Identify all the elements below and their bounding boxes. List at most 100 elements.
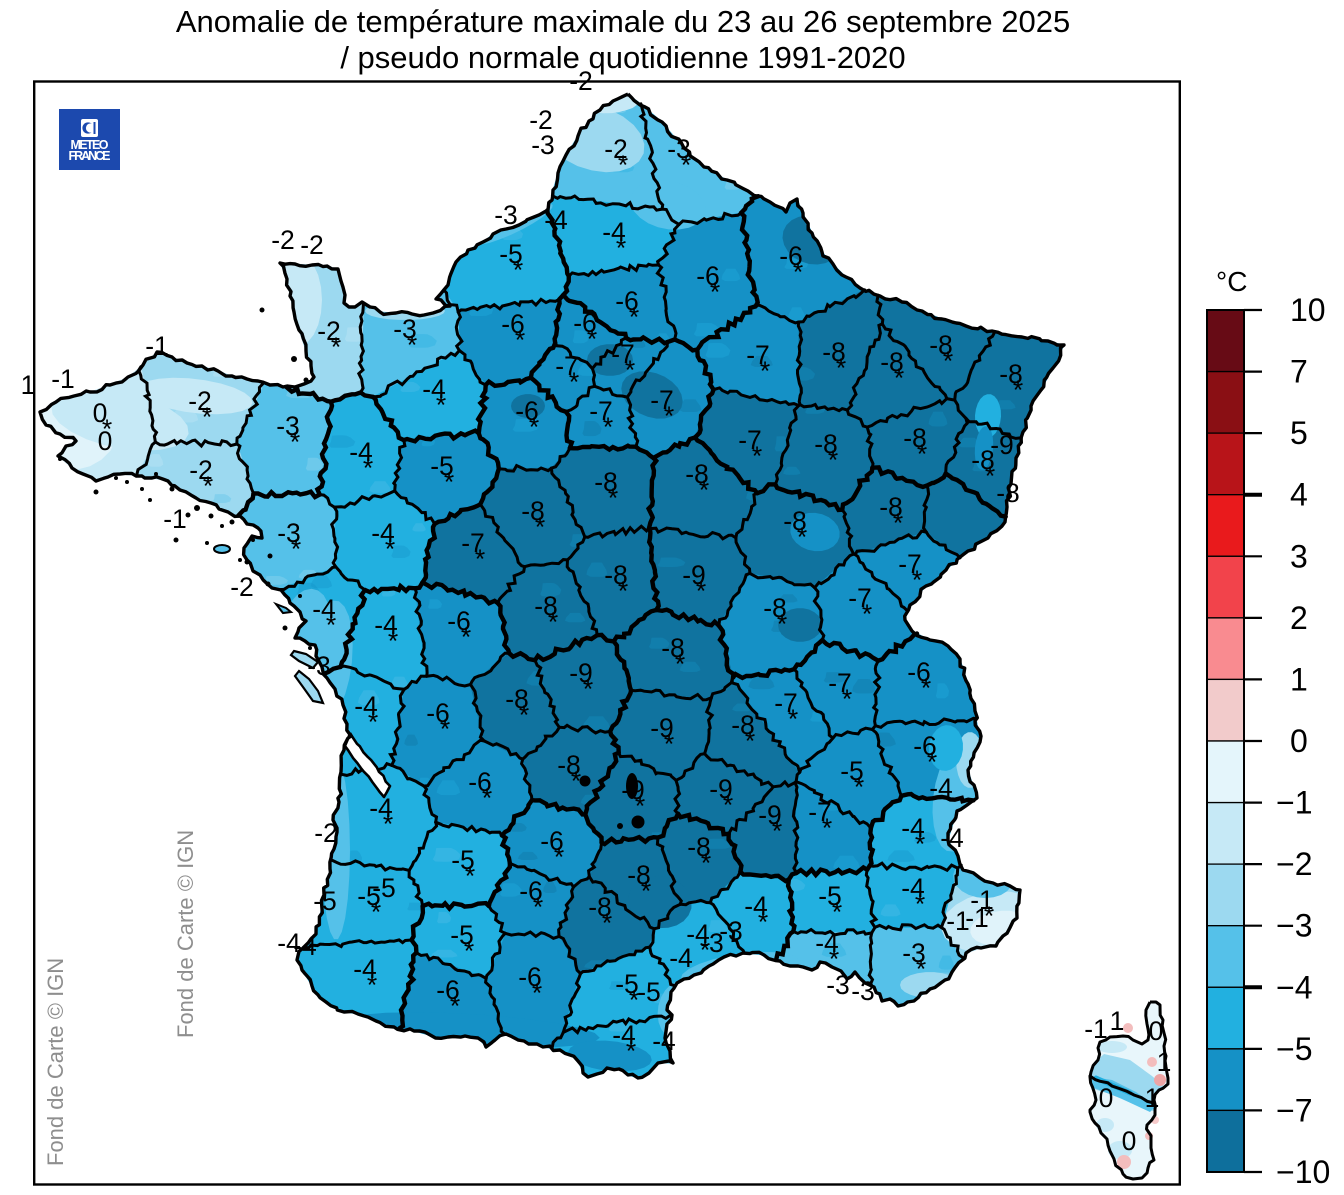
svg-text:*: *: [326, 610, 336, 640]
svg-text:-2: -2: [189, 455, 213, 485]
svg-text:-3: -3: [277, 518, 301, 548]
svg-text:-8: -8: [822, 337, 846, 367]
svg-text:-4: -4: [929, 773, 953, 803]
svg-text:0: 0: [1290, 723, 1308, 759]
svg-text:-8: -8: [903, 423, 927, 453]
svg-text:*: *: [912, 565, 922, 595]
svg-text:*: *: [793, 257, 803, 287]
svg-text:-7: -7: [808, 797, 832, 827]
svg-text:-2: -2: [604, 134, 628, 164]
svg-text:-5: -5: [840, 756, 864, 786]
svg-text:*: *: [836, 353, 846, 383]
svg-text:*: *: [461, 622, 471, 652]
svg-text:-5: -5: [615, 969, 639, 999]
svg-text:-4: -4: [349, 437, 373, 467]
svg-text:*: *: [569, 367, 579, 397]
svg-text:-8: -8: [996, 478, 1020, 508]
svg-text:-7: -7: [848, 583, 872, 613]
svg-text:-1: -1: [145, 331, 169, 361]
svg-text:*: *: [664, 401, 674, 431]
svg-text:4: 4: [1290, 477, 1308, 513]
svg-text:2: 2: [1290, 600, 1308, 636]
svg-text:−7: −7: [1276, 1092, 1312, 1128]
svg-text:*: *: [388, 626, 398, 656]
svg-text:*: *: [626, 1036, 636, 1066]
svg-text:-6: -6: [436, 975, 460, 1005]
svg-text:−10: −10: [1276, 1154, 1330, 1190]
svg-text:-8: -8: [971, 445, 995, 475]
svg-text:*: *: [777, 609, 787, 639]
svg-text:-5: -5: [499, 239, 523, 269]
svg-text:-7: -7: [738, 425, 762, 455]
svg-text:-4: -4: [369, 793, 393, 823]
svg-text:*: *: [519, 700, 529, 730]
svg-text:10: 10: [1290, 292, 1326, 328]
svg-text:-9: -9: [650, 713, 674, 743]
svg-text:5: 5: [1290, 415, 1308, 451]
svg-text:*: *: [915, 889, 925, 919]
svg-text:-6: -6: [779, 241, 803, 271]
svg-text:Fond de Carte © IGN: Fond de Carte © IGN: [173, 830, 198, 1038]
svg-text:*: *: [842, 684, 852, 714]
svg-text:*: *: [444, 467, 454, 497]
svg-text:1: 1: [1145, 1083, 1160, 1113]
svg-text:-7: -7: [555, 351, 579, 381]
svg-text:*: *: [533, 892, 543, 922]
svg-text:-9: -9: [709, 774, 733, 804]
svg-text:*: *: [367, 970, 377, 1000]
svg-text:*: *: [515, 325, 525, 355]
svg-text:-2: -2: [230, 572, 254, 602]
svg-text:-2: -2: [317, 316, 341, 346]
svg-text:-3: -3: [826, 970, 850, 1000]
svg-text:-4: -4: [312, 594, 336, 624]
svg-text:*: *: [641, 876, 651, 906]
svg-text:*: *: [603, 412, 613, 442]
svg-text:*: *: [587, 324, 597, 354]
svg-text:*: *: [616, 233, 626, 263]
svg-text:-3: -3: [531, 130, 555, 160]
svg-text:-2: -2: [529, 105, 553, 135]
svg-text:METEO: METEO: [71, 138, 109, 152]
svg-text:-3: -3: [719, 916, 743, 946]
svg-text:0: 0: [98, 426, 113, 456]
svg-text:-2: -2: [314, 818, 338, 848]
svg-text:*: *: [548, 607, 558, 637]
svg-text:*: *: [723, 790, 733, 820]
svg-text:*: *: [921, 673, 931, 703]
svg-text:-7: -7: [589, 396, 613, 426]
svg-text:-4: -4: [371, 518, 395, 548]
svg-text:1: 1: [1110, 1006, 1125, 1036]
svg-text:-5: -5: [637, 977, 661, 1007]
svg-text:-4: -4: [602, 217, 626, 247]
svg-text:0: 0: [93, 398, 108, 428]
svg-text:-8: -8: [521, 496, 545, 526]
svg-text:*: *: [450, 991, 460, 1021]
svg-text:*: *: [788, 704, 798, 734]
svg-text:*: *: [571, 766, 581, 796]
svg-text:-9: -9: [569, 658, 593, 688]
svg-text:*: *: [535, 512, 545, 542]
svg-text:*: *: [760, 356, 770, 386]
svg-text:*: *: [554, 842, 564, 872]
svg-text:*: *: [440, 714, 450, 744]
svg-text:*: *: [629, 985, 639, 1015]
svg-text:-4: -4: [354, 691, 378, 721]
svg-text:*: *: [385, 534, 395, 564]
svg-text:-6: -6: [426, 698, 450, 728]
svg-text:0: 0: [1099, 1083, 1114, 1113]
svg-text:-6: -6: [696, 261, 720, 291]
svg-text:*: *: [608, 483, 618, 513]
svg-text:*: *: [862, 599, 872, 629]
svg-text:-7: -7: [461, 528, 485, 558]
svg-text:-7: -7: [746, 340, 770, 370]
svg-text:−2: −2: [1276, 846, 1312, 882]
svg-text:FRANCE: FRANCE: [69, 149, 111, 163]
svg-text:*: *: [699, 475, 709, 505]
svg-text:-1: -1: [163, 504, 187, 534]
svg-text:*: *: [291, 534, 301, 564]
svg-text:*: *: [436, 390, 446, 420]
svg-text:-6: -6: [501, 309, 525, 339]
svg-text:*: *: [894, 363, 904, 393]
svg-text:*: *: [371, 897, 381, 927]
svg-text:-8: -8: [588, 892, 612, 922]
